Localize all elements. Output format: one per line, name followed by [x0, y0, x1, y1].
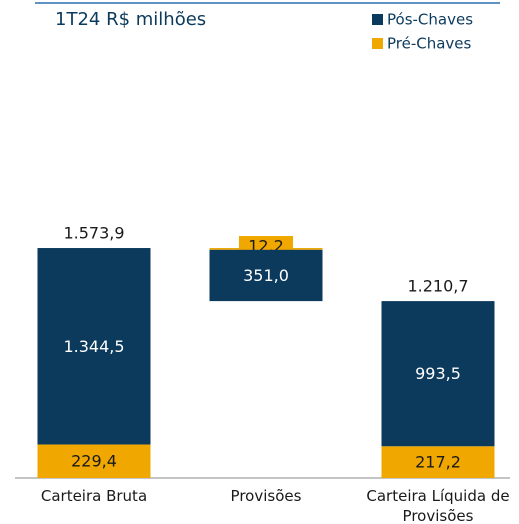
value-label: 993,5 — [415, 364, 461, 383]
category-label: Carteira Líquida de Provisões — [366, 487, 510, 524]
bar-segment — [381, 301, 495, 447]
chart-title: 1T24 R$ milhões — [55, 9, 206, 30]
bar-segment — [37, 248, 151, 445]
legend-label: Pós-Chaves — [387, 11, 473, 29]
value-label: 229,4 — [71, 452, 117, 471]
category-label: Provisões — [230, 487, 302, 505]
category-label: Carteira Bruta — [40, 487, 148, 505]
total-label: 1.573,9 — [63, 224, 124, 243]
value-label: 217,2 — [415, 453, 461, 472]
total-label: 1.210,7 — [407, 277, 468, 296]
legend-swatch — [372, 38, 383, 49]
bar-segment — [381, 446, 495, 478]
legend-label: Pré-Chaves — [387, 35, 472, 53]
bar-segment — [37, 444, 151, 478]
value-label: 351,0 — [243, 266, 289, 285]
legend-swatch — [372, 14, 383, 25]
bar-segment — [209, 249, 323, 302]
value-label: 1.344,5 — [63, 337, 124, 356]
